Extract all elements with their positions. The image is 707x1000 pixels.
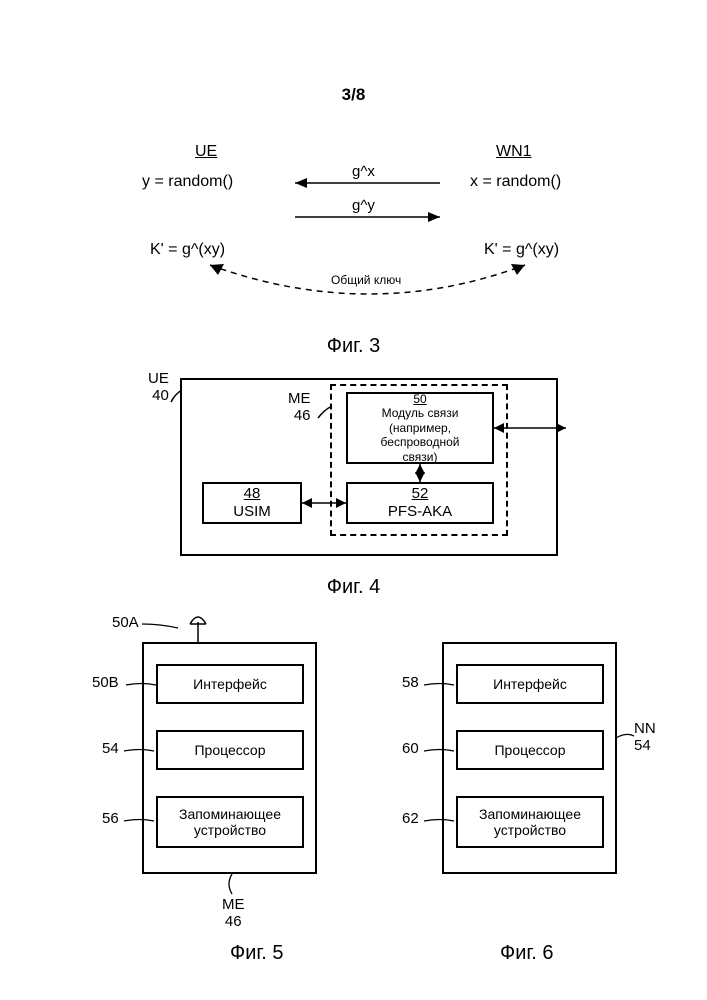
- fig5-lead-54: [122, 746, 158, 756]
- fig6-box-interface: Интерфейс: [456, 664, 604, 704]
- fig4-caption: Фиг. 4: [327, 576, 380, 599]
- fig6-lead-62: [422, 816, 458, 826]
- fig5-lead-56: [122, 816, 158, 826]
- fig3-msg-top: g^x: [352, 163, 375, 180]
- fig3-wn-label: WN1: [496, 143, 532, 161]
- fig5-box-processor: Процессор: [156, 730, 304, 770]
- fig3-right-eq1: x = random(): [470, 173, 561, 191]
- fig3-msg-bot: g^y: [352, 197, 375, 214]
- fig6-box-memory: Запоминающееустройство: [456, 796, 604, 848]
- figure-6: Интерфейс 58 Процессор 60 Запоминающееус…: [380, 620, 640, 910]
- fig3-ue-label: UE: [195, 143, 217, 161]
- fig6-lead-60: [422, 746, 458, 756]
- figure-5: 50A Интерфейс 50B Процессор 54 Запоминаю…: [80, 620, 340, 910]
- fig3-left-eq1: y = random(): [142, 173, 233, 191]
- fig5-ref-50a: 50A: [112, 614, 139, 631]
- fig3-caption: Фиг. 3: [327, 335, 380, 358]
- fig5-ref-56: 56: [102, 810, 119, 827]
- fig5-ref-54: 54: [102, 740, 119, 757]
- fig6-lead-nn: [616, 732, 636, 744]
- fig6-ref-58: 58: [402, 674, 419, 691]
- fig5-box-memory: Запоминающееустройство: [156, 796, 304, 848]
- fig5-me-ref: ME46: [222, 896, 245, 930]
- figure-4: UE40 ME46 50 Модуль связи (например, бес…: [148, 370, 568, 566]
- antenna-icon: [178, 612, 218, 644]
- fig6-nn-ref: NN54: [634, 720, 656, 754]
- fig3-left-eq2: K' = g^(xy): [150, 241, 225, 259]
- fig5-ref-50b: 50B: [92, 674, 119, 691]
- fig5-caption: Фиг. 5: [230, 942, 283, 965]
- fig6-caption: Фиг. 6: [500, 942, 553, 965]
- fig6-box-processor: Процессор: [456, 730, 604, 770]
- fig6-ref-60: 60: [402, 740, 419, 757]
- fig6-lead-58: [422, 680, 458, 690]
- figure-3: UE WN1 y = random() x = random() g^x g^y…: [120, 135, 600, 320]
- fig3-shared-key: Общий ключ: [331, 273, 401, 287]
- fig3-right-eq2: K' = g^(xy): [484, 241, 559, 259]
- fig5-box-interface: Интерфейс: [156, 664, 304, 704]
- page-number: 3/8: [342, 85, 366, 105]
- fig5-lead-50a: [140, 622, 180, 636]
- fig5-lead-me: [224, 874, 240, 896]
- fig6-ref-62: 62: [402, 810, 419, 827]
- fig5-lead-50b: [124, 680, 160, 690]
- fig4-arrows: [148, 370, 568, 566]
